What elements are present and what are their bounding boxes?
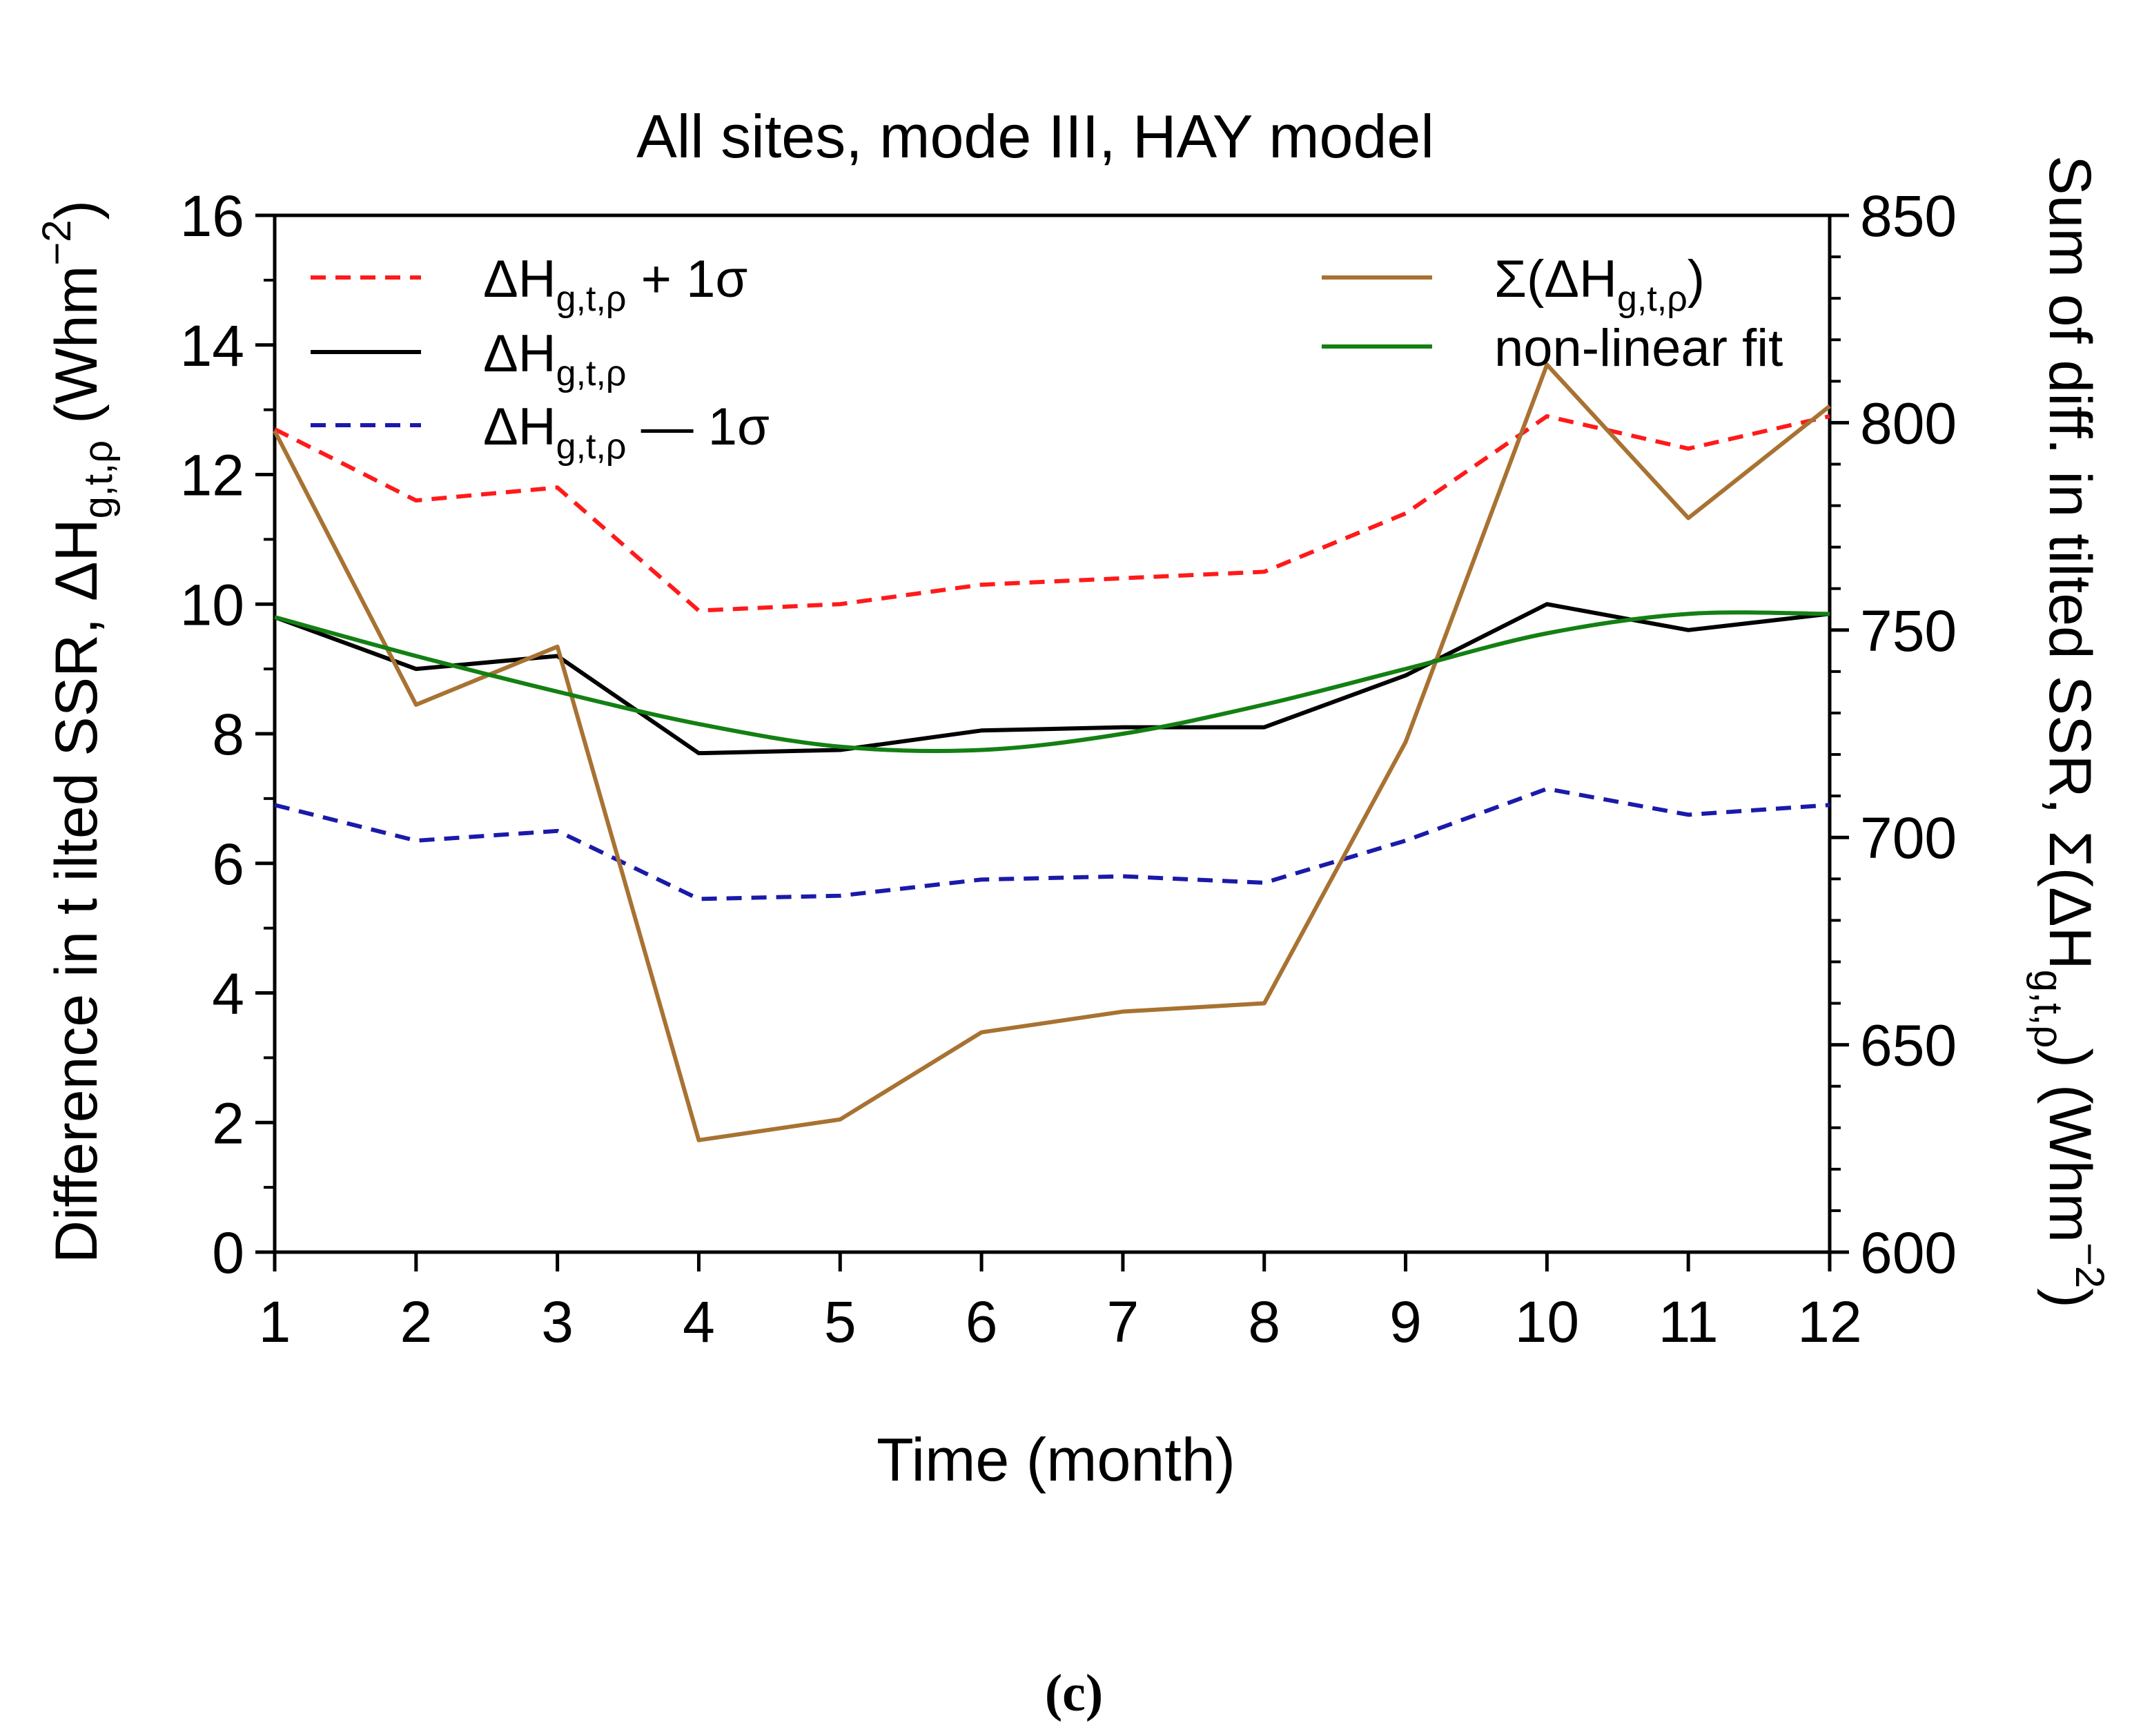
legend-label-4: non-linear fit: [1494, 319, 1783, 378]
right-axis-ticks: 600 650 700 750 800 850: [1830, 184, 1957, 1285]
legend-label-0: ΔHg,t,ρ + 1σ: [483, 250, 747, 319]
y-tick-label: 6: [212, 832, 244, 897]
y-tick-label: 16: [180, 184, 244, 248]
series-line-2: [274, 786, 1830, 901]
y-tick-label: 2: [212, 1091, 244, 1155]
figure-caption: (c): [1045, 1664, 1103, 1722]
x-tick-label: 11: [1659, 1289, 1719, 1354]
x-tick-label: 3: [541, 1289, 574, 1354]
x-tick-label: 5: [824, 1289, 857, 1354]
legend-label-main: Σ(ΔH: [1494, 250, 1617, 309]
x-axis-label: Time (month): [877, 1425, 1235, 1494]
y-axis-label: Difference in t ilted SSR, ΔHg,t,ρ (Whm−…: [35, 200, 121, 1263]
y-tick-label: 14: [180, 313, 244, 378]
x-tick-label: 12: [1797, 1289, 1861, 1354]
legend-label-sub: g,t,ρ: [556, 279, 627, 319]
x-tick-label: 4: [683, 1289, 715, 1354]
legend-label-sub: g,t,ρ: [1617, 279, 1688, 319]
x-tick-label: 1: [259, 1289, 291, 1354]
legend-label-main: non-linear fit: [1494, 319, 1783, 378]
legend-label-suffix: ): [1688, 250, 1705, 309]
x-axis-ticks: 1 2 3 4 5 6 7 8 9 10 11 12: [259, 1252, 1862, 1354]
legend-label-1: ΔHg,t,ρ: [483, 324, 627, 393]
x-tick-label: 10: [1515, 1289, 1579, 1354]
chart-title: All sites, mode III, HAY model: [636, 102, 1434, 170]
y2-tick-label: 600: [1860, 1220, 1957, 1285]
y-tick-label: 0: [212, 1220, 244, 1285]
legend-label-main: ΔH: [483, 250, 556, 309]
series-line-0: [273, 414, 1830, 613]
x-tick-label: 6: [966, 1289, 998, 1354]
legend-label-sub: g,t,ρ: [556, 353, 627, 393]
legend-label-suffix: + 1σ: [627, 250, 748, 309]
x-tick-label: 7: [1107, 1289, 1139, 1354]
legend-label-sub: g,t,ρ: [556, 427, 627, 467]
y-tick-label: 10: [180, 572, 244, 637]
y-tick-label: 4: [212, 962, 244, 1026]
y2-tick-label: 700: [1860, 806, 1957, 870]
x-tick-label: 2: [400, 1289, 432, 1354]
y2-axis-label: Sum of diff. in tilted SSR, Σ(ΔHg,t,ρ) (…: [2026, 155, 2112, 1308]
y2-tick-label: 850: [1860, 184, 1957, 248]
x-tick-label: 9: [1389, 1289, 1422, 1354]
series-line-fit: [274, 610, 1830, 754]
left-axis-ticks: 0 2 4 6 8 10 12 14 16: [180, 184, 275, 1285]
legend-label-suffix: — 1σ: [627, 398, 770, 456]
legend-label-3: Σ(ΔHg,t,ρ): [1494, 250, 1705, 319]
series-lines: [273, 362, 1831, 1142]
y-tick-label: 12: [180, 443, 244, 508]
legend-label-2: ΔHg,t,ρ — 1σ: [483, 398, 770, 467]
y2-tick-label: 800: [1860, 391, 1957, 456]
series-line-3: [273, 362, 1831, 1142]
y-tick-label: 8: [212, 702, 244, 767]
legend-label-main: ΔH: [483, 324, 556, 383]
x-tick-label: 8: [1248, 1289, 1280, 1354]
legend-label-main: ΔH: [483, 398, 556, 456]
y2-tick-label: 750: [1860, 598, 1957, 663]
y2-tick-label: 650: [1860, 1013, 1957, 1078]
